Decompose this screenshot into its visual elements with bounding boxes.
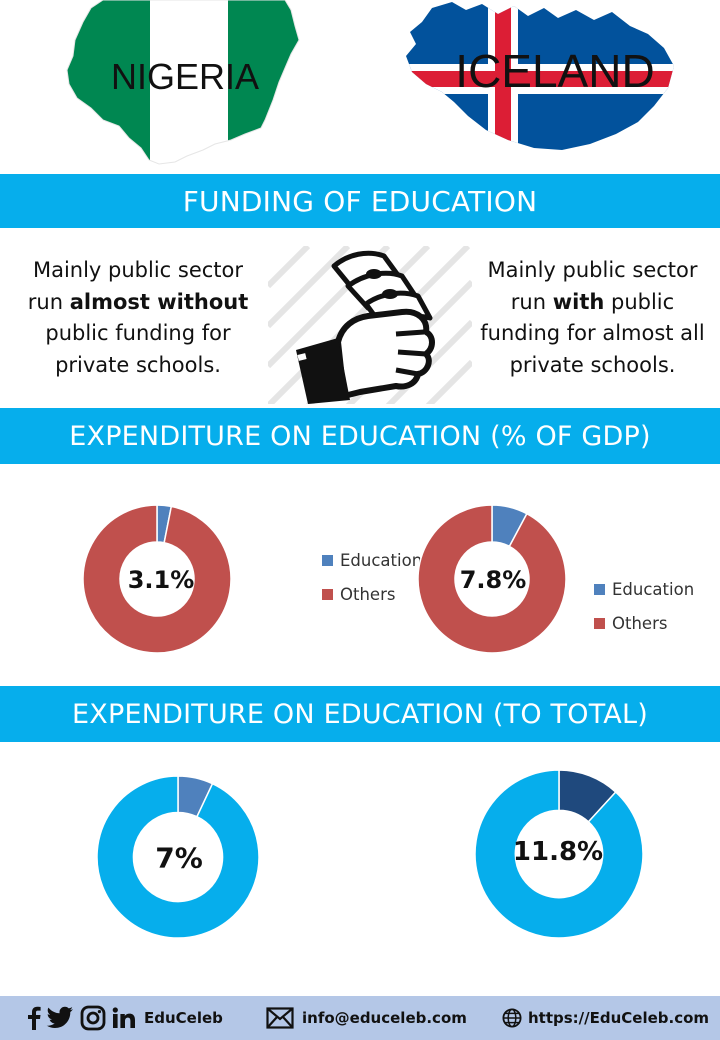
legend-item-others: Others <box>594 606 694 640</box>
nigeria-gdp-label: 3.1% <box>127 566 195 594</box>
funding-right-text: Mainly public sector run with public fun… <box>470 255 715 381</box>
total-title: EXPENDITURE ON EDUCATION (TO TOTAL) <box>72 698 648 730</box>
funding-right-line4: private schools. <box>509 352 676 377</box>
donut-slice-others <box>474 769 644 939</box>
iceland-label: ICELAND <box>455 45 655 97</box>
funding-right-line1: Mainly public sector <box>487 258 698 282</box>
nigeria-total-label: 7% <box>155 841 203 875</box>
gdp-legend-right: Education Others <box>594 572 694 640</box>
funding-right-line2: run with public <box>510 289 675 314</box>
instagram-icon[interactable] <box>80 1005 106 1031</box>
iceland-map <box>406 2 674 150</box>
total-banner: EXPENDITURE ON EDUCATION (TO TOTAL) <box>0 686 720 742</box>
nigeria-map <box>66 0 300 165</box>
gdp-legend-left: Education Others <box>322 543 422 611</box>
legend-item-others: Others <box>322 577 422 611</box>
funding-left-line1: Mainly public sector <box>32 258 244 282</box>
funding-left-line4: private schools. <box>55 352 221 377</box>
money-hand-icon <box>268 246 472 404</box>
email-link[interactable]: info@educeleb.com <box>302 1009 467 1027</box>
social-links: EduCeleb <box>26 996 223 1040</box>
legend-item-education: Education <box>322 543 422 577</box>
donut-slice-others <box>417 504 567 654</box>
iceland-gdp-label: 7.8% <box>459 566 527 594</box>
nigeria-label: NIGERIA <box>110 56 260 97</box>
email-contact: info@educeleb.com <box>266 996 467 1040</box>
mail-icon <box>266 1007 294 1029</box>
website-contact: https://EduCeleb.com <box>502 996 709 1040</box>
brand-link[interactable]: EduCeleb <box>144 1009 223 1027</box>
twitter-icon[interactable] <box>46 1006 74 1030</box>
footer: EduCeleb info@educeleb.com https://EduCe… <box>0 996 720 1040</box>
gdp-banner: EXPENDITURE ON EDUCATION (% OF GDP) <box>0 408 720 464</box>
facebook-icon[interactable] <box>26 1006 42 1030</box>
funding-left-line3: public funding for <box>45 321 231 345</box>
iceland-total-donut <box>474 769 644 939</box>
funding-banner: FUNDING OF EDUCATION <box>0 174 720 228</box>
funding-left-line2: run almost without <box>27 289 249 314</box>
donut-slice-others <box>96 775 260 939</box>
linkedin-icon[interactable] <box>112 1007 136 1029</box>
nigeria-gdp-donut <box>82 504 232 654</box>
gdp-title: EXPENDITURE ON EDUCATION (% OF GDP) <box>69 420 651 452</box>
legend-item-education: Education <box>594 572 694 606</box>
iceland-total-label: 11.8% <box>512 837 604 867</box>
iceland-gdp-donut <box>417 504 567 654</box>
funding-title: FUNDING OF EDUCATION <box>182 184 538 218</box>
nigeria-total-donut <box>96 775 260 939</box>
funding-left-text: Mainly public sector run almost without … <box>18 255 258 381</box>
website-link[interactable]: https://EduCeleb.com <box>528 1009 710 1027</box>
globe-icon <box>502 1008 522 1028</box>
funding-right-line3: funding for almost all <box>480 321 705 345</box>
donut-slice-others <box>82 504 232 654</box>
